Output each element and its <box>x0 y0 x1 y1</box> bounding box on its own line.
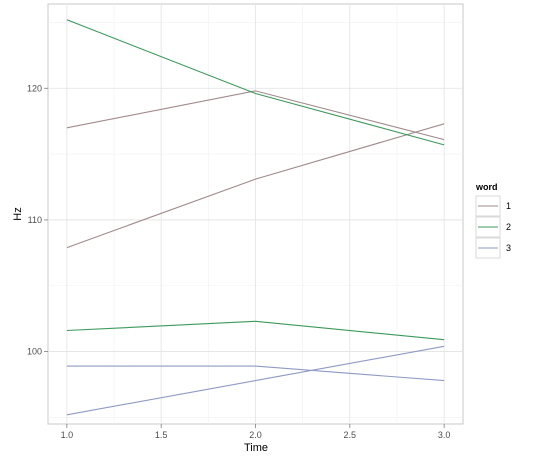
x-tick-label: 3.0 <box>438 430 451 440</box>
y-tick-label: 110 <box>28 215 42 225</box>
x-tick-label: 2.5 <box>344 430 357 440</box>
y-axis-ticks: 100 110 120 <box>27 83 48 357</box>
series-line-word-3 <box>66 365 445 382</box>
x-axis-title: Time <box>244 442 268 454</box>
series-line-word-3 <box>66 345 445 416</box>
series-line-word-2 <box>66 320 445 341</box>
legend-title: word <box>475 182 498 192</box>
series-lines <box>66 19 445 416</box>
x-tick-label: 1.0 <box>61 430 74 440</box>
series-line-word-2 <box>66 19 445 146</box>
x-tick-label: 2.0 <box>249 430 262 440</box>
grid-lines <box>48 4 463 424</box>
legend-label-word-2: 2 <box>506 222 511 232</box>
series-line-word-1 <box>66 90 445 141</box>
y-axis-title: Hz <box>12 207 24 220</box>
legend-label-word-3: 3 <box>506 243 511 253</box>
legend: word 1 2 3 <box>475 182 511 259</box>
x-tick-label: 1.5 <box>155 430 168 440</box>
legend-label-word-1: 1 <box>506 201 511 211</box>
series-line-word-1 <box>66 123 445 249</box>
y-tick-label: 100 <box>27 347 42 357</box>
y-tick-label: 120 <box>27 83 42 93</box>
x-axis-ticks: 1.0 1.5 2.0 2.5 3.0 <box>61 424 451 440</box>
